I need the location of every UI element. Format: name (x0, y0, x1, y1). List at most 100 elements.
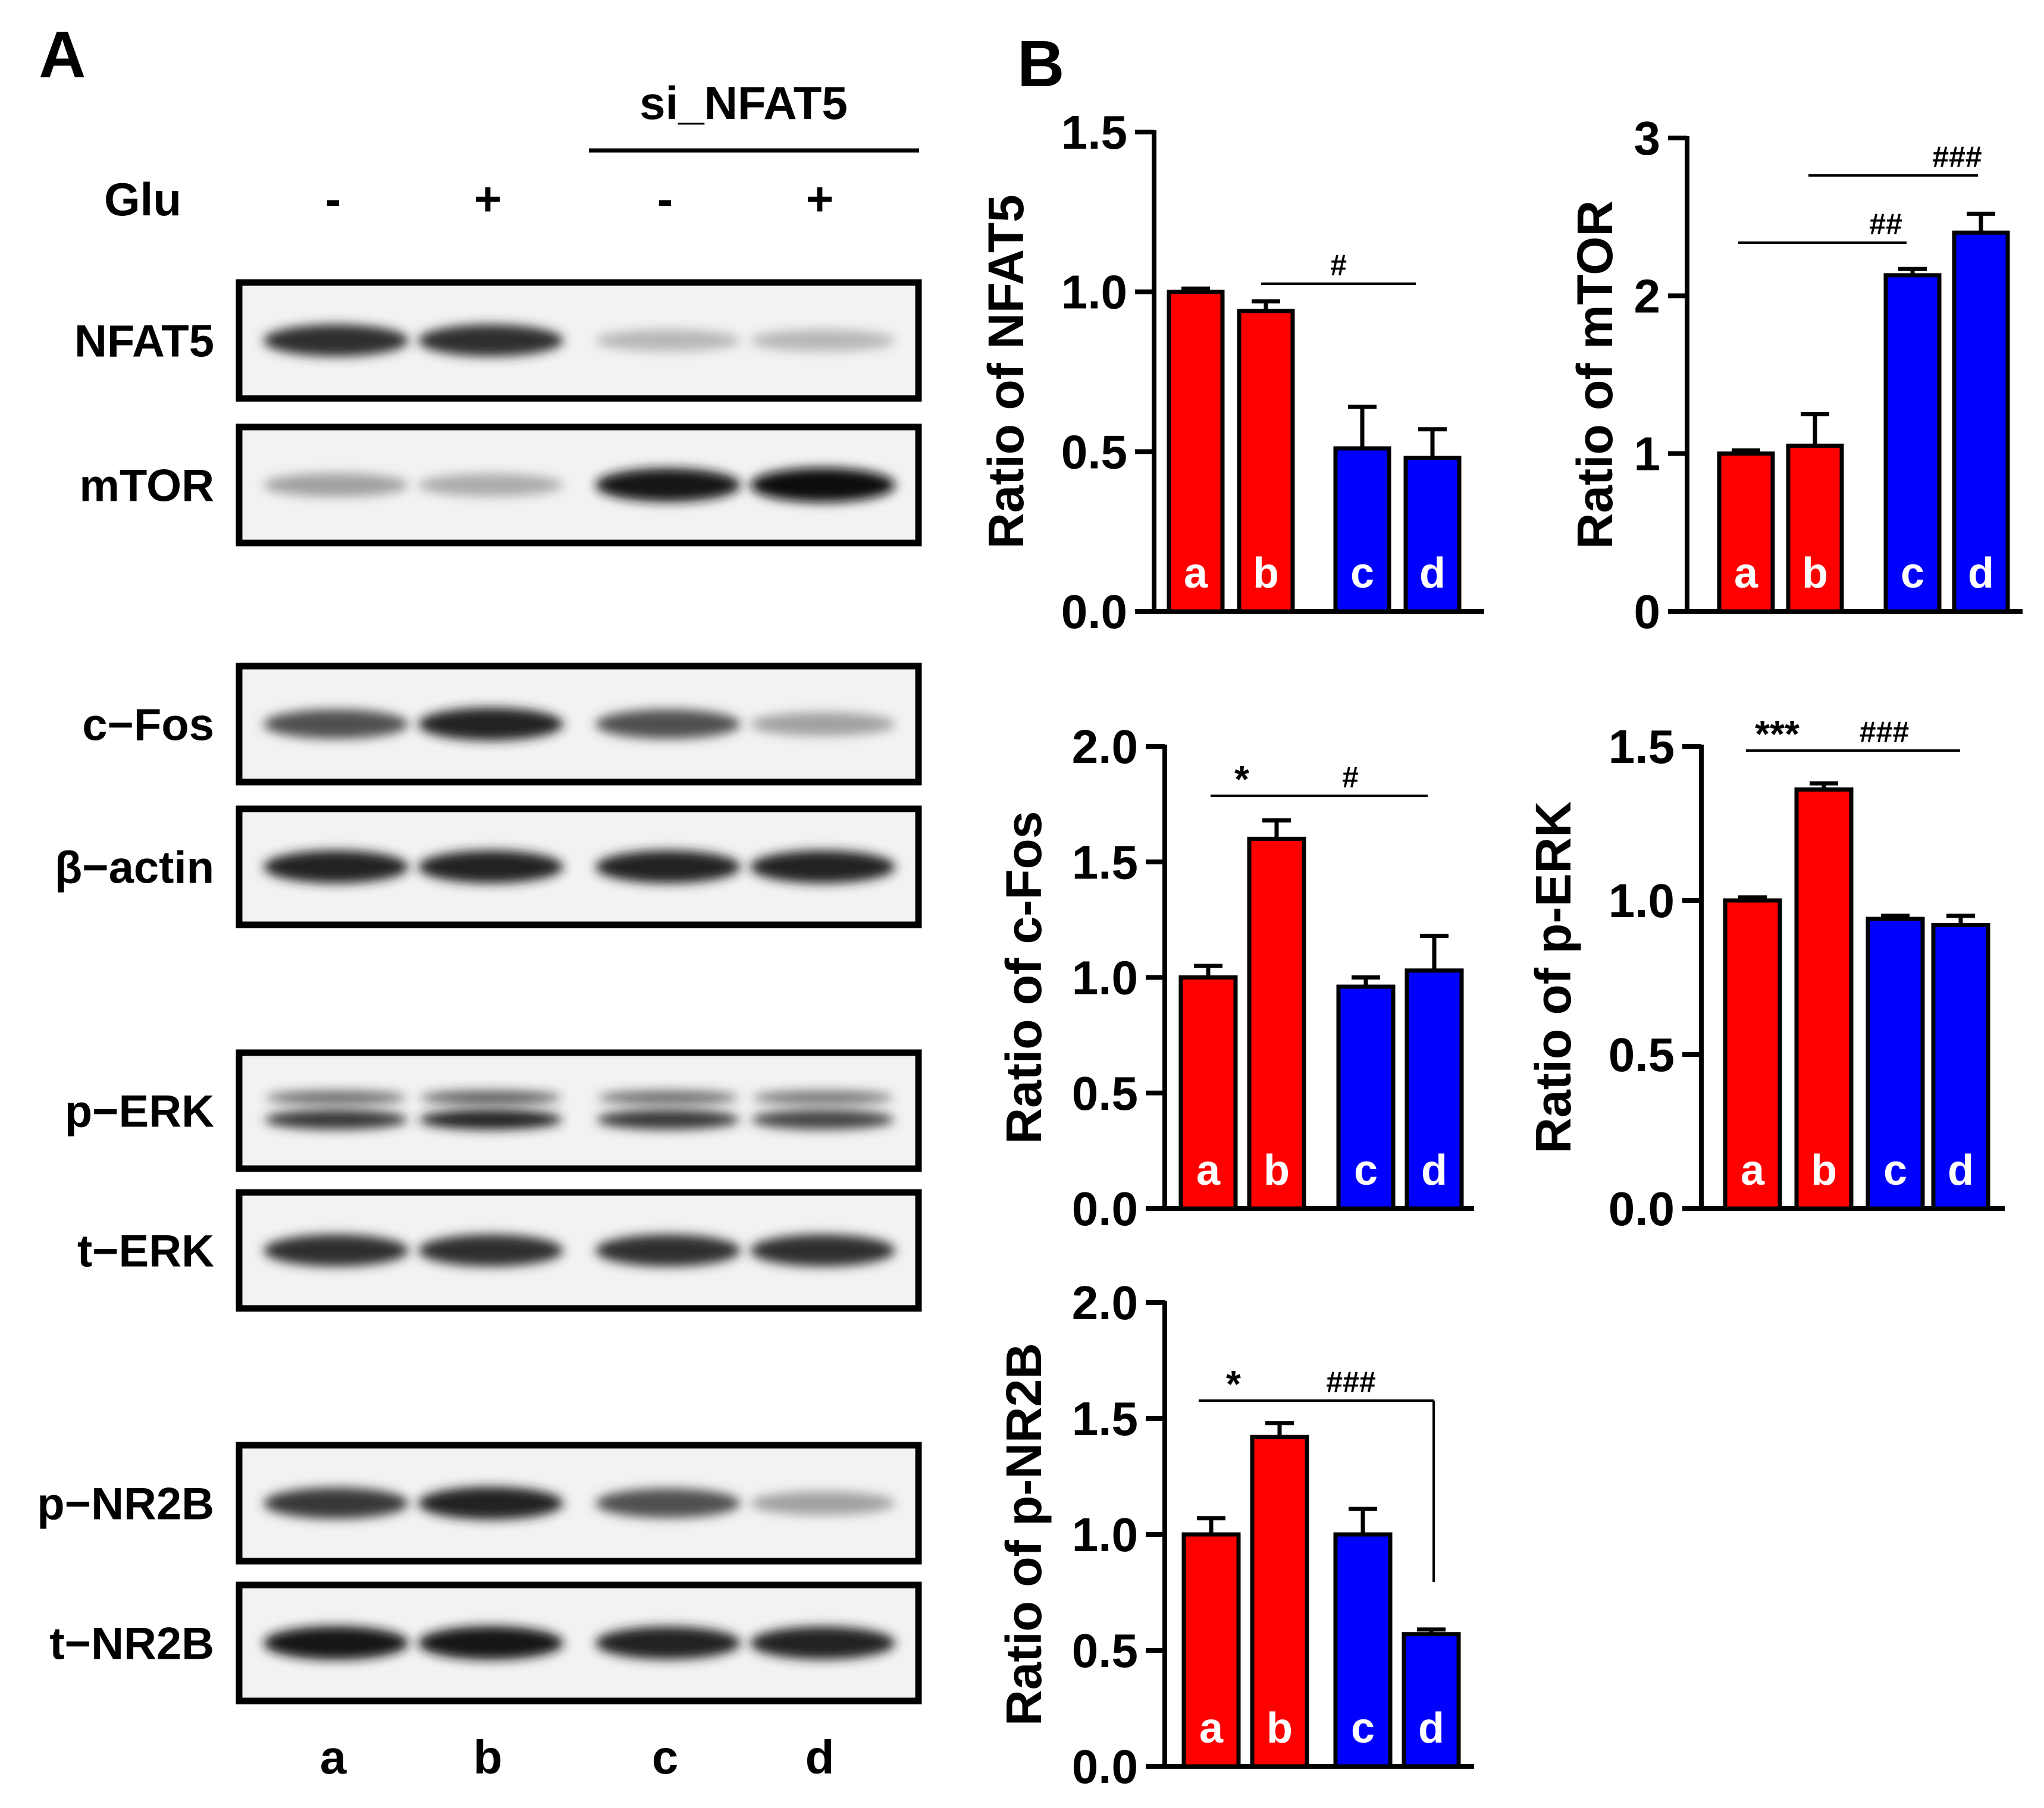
significance-mark: *** (1755, 712, 1800, 755)
y-tick-label: 0.0 (1072, 1740, 1138, 1793)
bar-label: b (1802, 550, 1828, 597)
lane-labels: a b c d (320, 1731, 835, 1784)
blot-band (753, 1090, 893, 1105)
protein-label: p−NR2B (37, 1479, 214, 1530)
y-tick-label: 0.0 (1072, 1182, 1138, 1235)
blot-band (595, 329, 741, 351)
y-tick-label: 1.5 (1072, 836, 1138, 889)
blot-band (418, 473, 563, 497)
y-axis-label: Ratio of p-NR2B (996, 1343, 1052, 1726)
y-tick-label: 1.5 (1061, 106, 1127, 159)
blot-band (264, 1487, 409, 1519)
lane-label: d (805, 1731, 835, 1784)
bar-label: b (1264, 1147, 1290, 1194)
bar-label: b (1811, 1147, 1837, 1194)
blot-band (264, 324, 409, 357)
blot-band (595, 1234, 741, 1267)
y-tick-label: 0.5 (1072, 1624, 1138, 1677)
protein-label: t−ERK (77, 1226, 214, 1277)
blot-band (264, 1234, 409, 1267)
bar (1333, 1532, 1393, 1769)
blot-band (266, 1090, 406, 1105)
blot-band (418, 324, 563, 357)
y-axis-label: Ratio of mTOR (1567, 200, 1623, 549)
significance-mark: # (1342, 761, 1359, 794)
y-tick-label: 1.5 (1072, 1392, 1138, 1445)
y-tick-label: 1.0 (1609, 874, 1675, 927)
blot-band (265, 1109, 407, 1130)
bar-chart: Ratio of c-Fos 0.0 0.5 1.0 1.5 2.0 a b c d * # (996, 720, 1474, 1235)
y-tick-label: 0 (1634, 585, 1661, 638)
blot-band (595, 468, 741, 502)
western-blot-panels: NFAT5 mTOR c−Fos β−actin p−ERK t−ERK p−NR2B t−N… (37, 279, 922, 1705)
blot-band (750, 1491, 895, 1515)
blot-row: NFAT5 (74, 279, 922, 402)
blot-row: t−ERK (77, 1189, 922, 1312)
blot-band (418, 1486, 563, 1520)
blot-band (418, 707, 563, 741)
significance-mark: * (1226, 1363, 1241, 1405)
treatment-label: Glu (104, 173, 181, 225)
significance-mark: # (1330, 249, 1347, 282)
bar-label: c (1901, 550, 1924, 597)
y-tick-label: 1 (1634, 428, 1661, 481)
blot-row: β−actin (55, 805, 922, 928)
bar-label: d (1948, 1147, 1974, 1194)
bar (1866, 916, 1925, 1211)
y-tick-label: 2.0 (1072, 720, 1138, 773)
blot-band (597, 1109, 739, 1130)
bar (1723, 898, 1782, 1211)
bar-label: c (1351, 1705, 1375, 1752)
lane-label: b (474, 1731, 503, 1784)
y-tick-label: 0.0 (1061, 585, 1127, 638)
protein-label: p−ERK (65, 1087, 214, 1137)
blot-band (750, 850, 895, 884)
bar (1333, 446, 1391, 614)
bar (1405, 968, 1464, 1211)
bar-label: c (1354, 1147, 1378, 1194)
blot-band (595, 850, 741, 884)
blot-band (418, 1234, 563, 1267)
treatment-sign: - (325, 172, 341, 225)
blot-band (418, 850, 563, 884)
panel-a: A si_NFAT5 Glu - + - + NFAT5 mTOR c−Fos β−acti… (37, 18, 922, 1784)
bar (1167, 290, 1225, 614)
bar (1178, 975, 1238, 1211)
protein-label: β−actin (55, 843, 214, 893)
significance-mark: ### (1860, 715, 1909, 749)
bar-label: d (1419, 550, 1446, 597)
bar-chart: Ratio of p-ERK 0.0 0.5 1.0 1.5 a b c d *** ### (1525, 712, 2005, 1235)
panel-label-a: A (39, 18, 86, 92)
y-tick-label: 1.0 (1072, 952, 1138, 1005)
bar (1247, 836, 1306, 1211)
y-tick-label: 1.5 (1609, 720, 1675, 773)
protein-label: NFAT5 (74, 316, 214, 367)
bar-label: a (1199, 1705, 1224, 1752)
significance-mark: ## (1869, 208, 1902, 241)
bar (1952, 230, 2010, 614)
blot-band (751, 1109, 894, 1130)
bar-label: a (1184, 550, 1208, 597)
treatment-sign: + (474, 172, 502, 225)
lane-label: c (652, 1731, 679, 1784)
bar-label: a (1734, 550, 1758, 597)
blot-row: t−NR2B (49, 1581, 922, 1705)
y-axis-label: Ratio of c-Fos (996, 811, 1052, 1144)
bar-label: d (1968, 550, 1994, 597)
bar (1786, 443, 1844, 614)
bar-label: b (1253, 550, 1279, 597)
y-tick-label: 0.5 (1072, 1067, 1138, 1120)
bar-label: c (1350, 550, 1374, 597)
y-axis-label: Ratio of NFAT5 (978, 194, 1034, 549)
blot-row: mTOR (79, 423, 922, 547)
blot-band (750, 1234, 895, 1267)
blot-band (595, 1626, 741, 1660)
blot-band (595, 709, 741, 739)
blot-band (264, 473, 409, 497)
bar (1931, 922, 1990, 1211)
y-tick-label: 2.0 (1072, 1276, 1138, 1329)
protein-label: c−Fos (82, 700, 214, 751)
y-tick-label: 0.5 (1609, 1028, 1675, 1081)
